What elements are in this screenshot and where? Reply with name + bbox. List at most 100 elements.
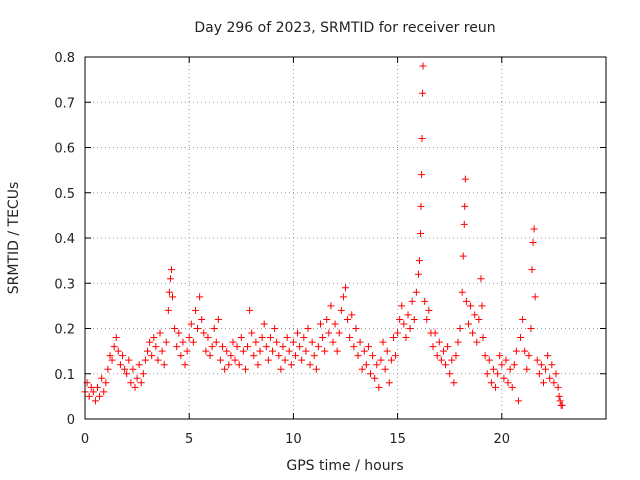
- data-point: [119, 352, 127, 360]
- x-axis-label: GPS time / hours: [286, 458, 403, 474]
- data-point: [471, 311, 479, 319]
- data-point: [408, 297, 416, 305]
- data-point: [454, 338, 462, 346]
- data-point: [144, 347, 152, 355]
- y-tick-label: 0.7: [54, 96, 75, 111]
- data-point: [135, 361, 143, 369]
- data-point: [498, 361, 506, 369]
- data-point: [369, 352, 377, 360]
- data-point: [406, 325, 414, 332]
- data-point: [539, 379, 547, 387]
- data-point: [296, 343, 304, 351]
- data-point: [202, 347, 210, 355]
- data-point: [150, 334, 158, 342]
- data-point: [381, 365, 389, 373]
- data-point: [387, 356, 395, 364]
- data-point: [389, 334, 397, 342]
- data-point: [489, 365, 497, 373]
- data-point: [371, 374, 379, 382]
- data-point: [555, 392, 563, 400]
- data-point: [410, 315, 418, 323]
- data-point: [244, 343, 252, 351]
- data-point: [525, 352, 533, 360]
- data-point: [279, 343, 287, 351]
- data-point: [96, 392, 104, 400]
- data-point: [418, 171, 426, 179]
- data-point: [537, 361, 545, 369]
- data-point: [216, 356, 224, 364]
- data-point: [531, 293, 539, 301]
- data-point: [477, 275, 485, 283]
- data-point: [116, 361, 124, 369]
- data-point: [308, 338, 316, 346]
- data-point: [400, 320, 408, 328]
- data-point: [385, 379, 393, 387]
- data-point: [291, 352, 299, 360]
- data-point: [348, 311, 356, 319]
- data-point: [469, 329, 477, 337]
- data-point: [154, 356, 162, 364]
- data-point: [294, 329, 302, 337]
- data-point: [554, 383, 562, 391]
- data-point: [281, 356, 289, 364]
- data-point: [535, 370, 543, 378]
- data-point: [448, 356, 456, 364]
- data-point: [264, 356, 272, 364]
- data-point: [475, 315, 483, 323]
- data-point: [148, 352, 156, 360]
- data-point: [508, 383, 516, 391]
- data-point: [221, 365, 229, 373]
- data-point: [502, 356, 510, 364]
- x-tick-label: 20: [494, 432, 511, 447]
- data-point: [467, 302, 475, 310]
- data-point: [165, 288, 173, 296]
- data-point: [156, 329, 164, 337]
- y-tick-label: 0.1: [54, 368, 75, 383]
- data-point: [460, 220, 468, 228]
- data-point: [139, 370, 147, 378]
- data-point: [487, 379, 495, 387]
- data-point: [200, 329, 208, 337]
- x-tick-label: 5: [185, 432, 193, 447]
- y-tick-label: 0.5: [54, 187, 75, 202]
- data-point: [104, 365, 112, 373]
- data-point: [423, 315, 431, 323]
- data-point: [558, 401, 566, 409]
- data-point: [377, 356, 385, 364]
- x-tick-label: 0: [81, 432, 89, 447]
- data-point: [129, 365, 137, 373]
- y-tick-label: 0.2: [54, 323, 75, 338]
- data-point: [517, 334, 525, 342]
- data-point: [350, 343, 358, 351]
- data-point: [289, 338, 297, 346]
- data-point: [98, 374, 106, 382]
- data-point: [360, 347, 368, 355]
- chart-title: Day 296 of 2023, SRMTID for receiver reu…: [194, 20, 495, 36]
- data-point: [412, 288, 420, 296]
- data-point: [237, 334, 245, 342]
- data-point: [556, 397, 564, 405]
- data-point: [402, 334, 410, 342]
- data-point: [212, 338, 220, 346]
- data-point: [173, 343, 181, 351]
- y-tick-label: 0.4: [54, 232, 75, 247]
- data-point: [164, 306, 172, 314]
- data-point: [461, 175, 469, 183]
- data-point: [504, 379, 512, 387]
- data-point: [331, 320, 339, 328]
- data-point: [425, 306, 433, 314]
- data-point: [152, 343, 160, 351]
- data-point: [444, 343, 452, 351]
- data-point: [94, 383, 102, 391]
- data-point: [548, 361, 556, 369]
- data-point: [235, 361, 243, 369]
- data-point: [354, 352, 362, 360]
- data-point: [364, 343, 372, 351]
- data-point: [198, 315, 206, 323]
- data-point: [112, 334, 120, 342]
- data-point: [125, 356, 133, 364]
- data-point: [510, 361, 518, 369]
- data-point: [177, 352, 185, 360]
- data-point: [506, 365, 514, 373]
